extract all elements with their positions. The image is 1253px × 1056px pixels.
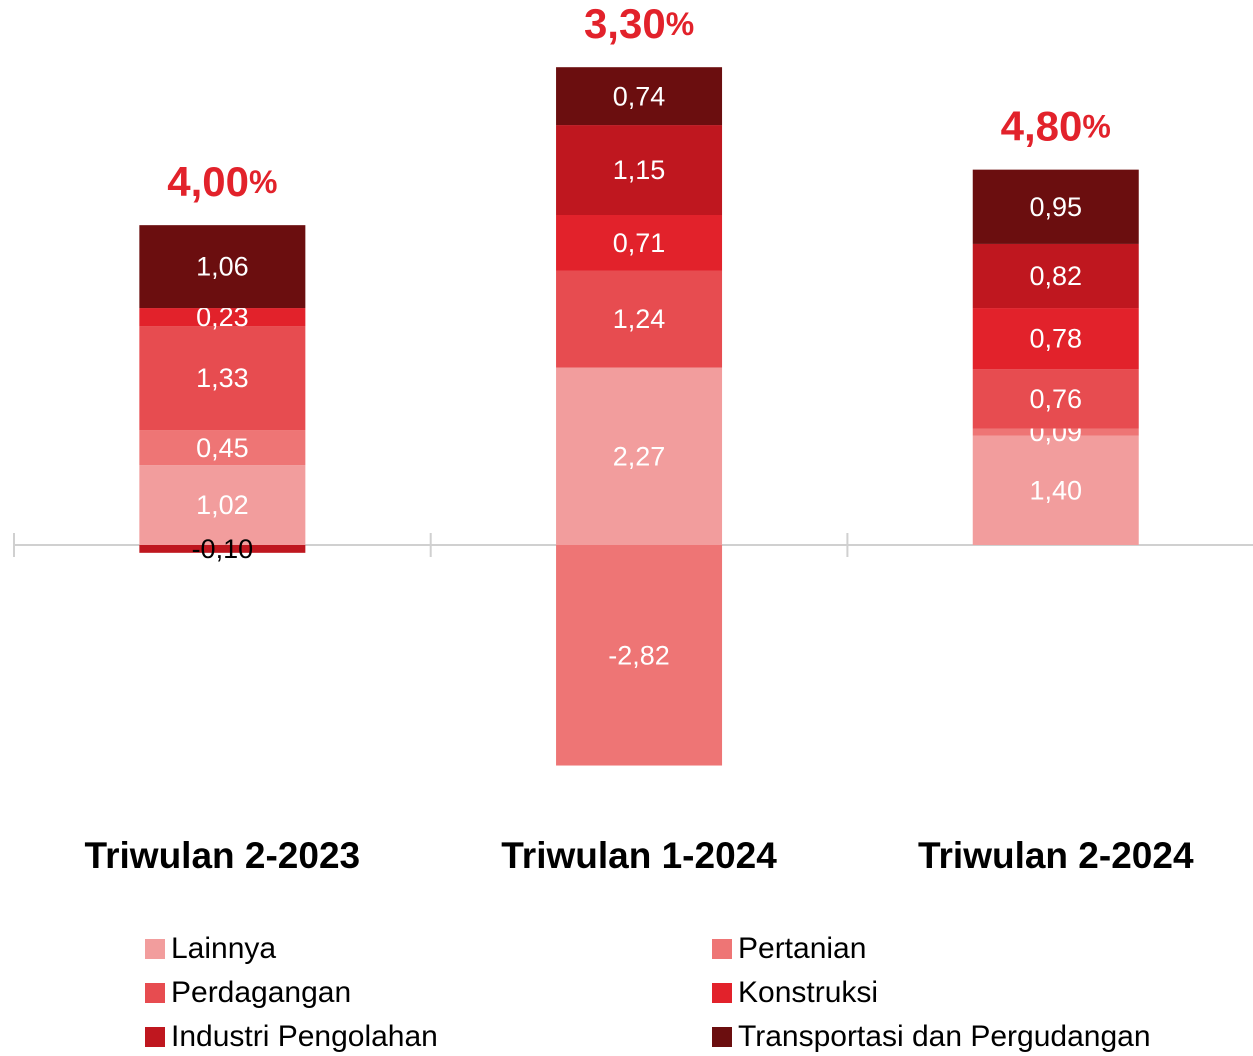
bar-segment [972,308,1139,370]
bar-segment [556,270,723,368]
value-label: 1,33 [196,363,249,393]
value-label: 0,78 [1029,324,1082,354]
legend-swatch [145,939,165,959]
bar-segment [972,243,1139,309]
x-tick-label: Triwulan 2-2023 [85,835,361,876]
bar-segment [139,545,306,553]
value-label: 1,40 [1029,475,1082,505]
total-label: 4,00% [167,158,277,205]
value-label: 1,02 [196,490,249,520]
legend-swatch [712,983,732,1003]
legend-swatch [145,983,165,1003]
total-value: 3,30 [584,0,666,47]
total-unit: % [249,165,277,201]
legend-label: Lainnya [171,932,276,965]
legend-swatch [712,1027,732,1047]
bar-segment [556,545,723,766]
legend-label: Perdagangan [171,976,351,1009]
bar-segment [556,125,723,215]
value-label: 1,06 [196,252,249,282]
bar-segment [139,430,306,466]
legend-label: Konstruksi [738,976,878,1009]
bar-segment [139,465,306,545]
bar-segment [139,326,306,431]
legend-label: Transportasi dan Pergudangan [738,1020,1151,1053]
bar-segment [139,308,306,327]
x-tick-label: Triwulan 1-2024 [501,835,777,876]
total-value: 4,80 [1001,103,1083,150]
total-unit: % [1082,109,1110,145]
bar-segment [972,169,1139,244]
value-label: 0,76 [1029,384,1082,414]
value-label: 0,74 [613,81,666,111]
value-label: 0,82 [1029,261,1082,291]
bar-segment [556,67,723,126]
legend-label: Industri Pengolahan [171,1020,438,1053]
total-value: 4,00 [167,158,249,205]
x-tick-label: Triwulan 2-2024 [918,835,1194,876]
value-label: 2,27 [613,441,666,471]
value-label: 0,71 [613,228,666,258]
legend-label: Pertanian [738,932,866,965]
bar-segment [139,225,306,309]
total-label: 3,30% [584,0,694,47]
bar-segment [972,435,1139,545]
value-label: 0,95 [1029,192,1082,222]
bar-segment [556,367,723,545]
bar-segment [972,369,1139,429]
value-label: -2,82 [608,640,670,670]
bar-segment [556,214,723,271]
legend-swatch [145,1027,165,1047]
value-label: 0,45 [196,433,249,463]
value-label: -0,10 [192,534,254,564]
total-unit: % [666,7,694,43]
bar-segment [972,428,1139,436]
total-label: 4,80% [1001,103,1111,150]
value-label: 1,15 [613,155,666,185]
legend-swatch [712,939,732,959]
value-label: 1,24 [613,304,666,334]
